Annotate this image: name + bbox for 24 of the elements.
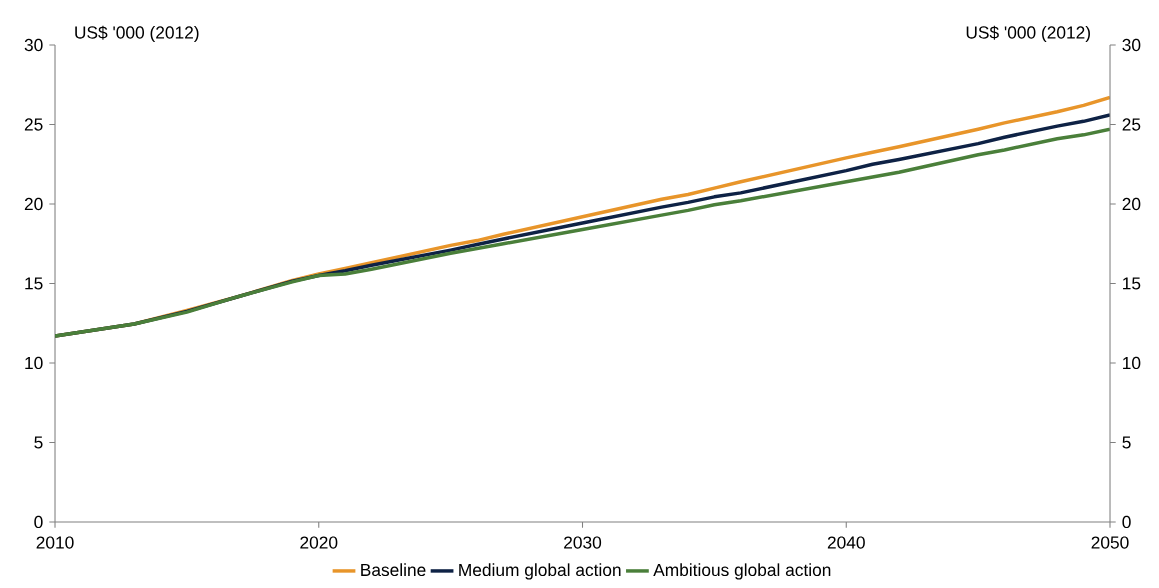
legend-label: Baseline: [361, 563, 426, 577]
y2-tick-label: 25: [1122, 118, 1141, 131]
x-tick-label: 2050: [1091, 536, 1129, 549]
y2-tick-label: 5: [1122, 436, 1131, 449]
y-tick-label: 5: [34, 436, 43, 449]
y-tick-label: 15: [25, 277, 43, 290]
x-tick-label: 2030: [564, 536, 602, 549]
y-axis-title: US$ '000 (2012): [75, 25, 199, 43]
legend-label: Medium global action: [459, 563, 621, 580]
y-tick-label: 20: [24, 197, 43, 211]
y2-tick-label: 15: [1123, 277, 1141, 290]
x-tick-label: 2040: [827, 536, 865, 549]
y2-tick-label: 10: [1123, 356, 1141, 370]
y2-tick-label: 20: [1122, 197, 1141, 211]
y2-axis-title: US$ '000 (2012): [966, 25, 1090, 43]
y-tick-label: 30: [24, 38, 43, 52]
y-tick-label: 10: [25, 356, 43, 370]
y-tick-label: 0: [34, 515, 43, 529]
legend-label: Ambitious global action: [653, 563, 831, 580]
x-tick-label: 2020: [300, 536, 338, 549]
y2-tick-label: 0: [1122, 515, 1131, 529]
x-tick-label: 2010: [36, 536, 74, 549]
y-tick-label: 25: [24, 118, 43, 131]
y2-tick-label: 30: [1122, 38, 1141, 52]
